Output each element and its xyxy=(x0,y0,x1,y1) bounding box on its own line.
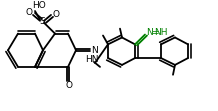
Text: O: O xyxy=(53,10,60,19)
Text: S: S xyxy=(39,17,45,26)
Text: N: N xyxy=(146,28,152,37)
Text: HO: HO xyxy=(32,1,46,10)
Text: O: O xyxy=(26,8,32,17)
Text: =: = xyxy=(151,28,159,37)
Text: NH: NH xyxy=(154,28,168,37)
Text: O: O xyxy=(65,81,73,90)
Text: HN: HN xyxy=(85,55,99,63)
Text: N: N xyxy=(91,46,97,55)
